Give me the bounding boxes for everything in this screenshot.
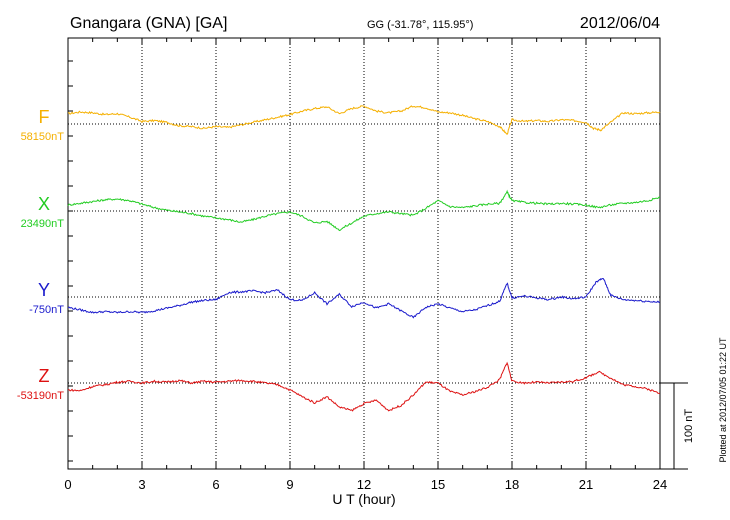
series-name-y: Y xyxy=(38,280,50,300)
series-line-f xyxy=(67,105,661,135)
series-line-x xyxy=(67,189,661,232)
date-label: 2012/06/04 xyxy=(580,15,660,32)
series-baseline-y: -750nT xyxy=(29,304,64,316)
series-labels: F 58150nT X 23490nT Y -750nT Z -53190nT xyxy=(17,107,64,402)
scale-bar: 100 nT xyxy=(660,382,695,470)
x-tick-label: 12 xyxy=(357,477,371,492)
series-name-x: X xyxy=(38,194,50,214)
plotted-timestamp: Plotted at 2012/07/05 01:22 UT xyxy=(718,337,728,463)
x-tick-label: 24 xyxy=(653,477,667,492)
x-tick-label: 3 xyxy=(138,477,145,492)
series-group xyxy=(67,105,661,412)
scale-bar-label: 100 nT xyxy=(683,409,695,444)
series-baseline-f: 58150nT xyxy=(21,131,65,143)
x-tick-labels: 0 3 6 9 12 15 18 21 24 xyxy=(64,477,667,492)
x-tick-label: 15 xyxy=(431,477,445,492)
x-tick-label: 0 xyxy=(64,477,71,492)
x-tick-label: 6 xyxy=(212,477,219,492)
series-name-z: Z xyxy=(39,366,50,386)
x-tick-label: 21 xyxy=(579,477,593,492)
series-line-z xyxy=(67,361,661,412)
x-tick-label: 18 xyxy=(505,477,519,492)
coordinates-label: GG (-31.78°, 115.95°) xyxy=(367,19,473,31)
series-line-y xyxy=(67,277,661,319)
grid-lines xyxy=(68,38,660,469)
x-axis-label: U T (hour) xyxy=(332,491,395,507)
series-name-f: F xyxy=(39,107,50,127)
axis-ticks xyxy=(67,38,661,469)
series-baseline-x: 23490nT xyxy=(21,218,65,230)
series-baseline-z: -53190nT xyxy=(17,390,64,402)
station-title: Gnangara (GNA) [GA] xyxy=(70,15,227,32)
x-tick-label: 9 xyxy=(286,477,293,492)
